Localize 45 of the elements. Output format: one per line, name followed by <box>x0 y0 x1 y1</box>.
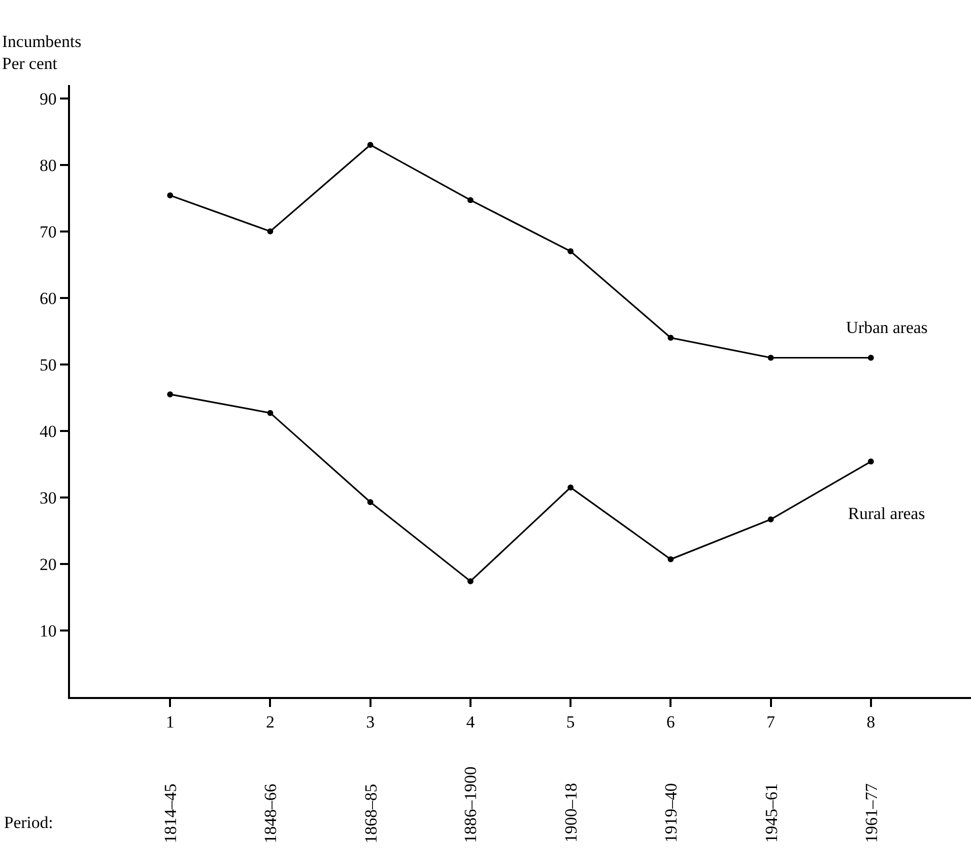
point <box>367 142 374 148</box>
x-tick-label: 7 <box>766 712 776 732</box>
y-tick-label: 30 <box>40 488 57 508</box>
point <box>467 578 474 584</box>
point <box>367 499 374 506</box>
text: 1814–45 <box>161 784 180 844</box>
point <box>768 354 774 361</box>
x-tick-label: 6 <box>666 712 675 732</box>
y-tick-label: 70 <box>40 222 57 242</box>
x-tick-label: 2 <box>266 712 274 732</box>
text: 1886–1900 <box>460 766 480 843</box>
point <box>167 391 174 398</box>
x-tick-label: 3 <box>366 712 375 732</box>
point <box>868 458 874 465</box>
y-tick-label: 90 <box>40 89 57 108</box>
x-tick-label: 5 <box>566 712 575 732</box>
point <box>167 192 174 198</box>
y-tick-label: 20 <box>40 554 57 574</box>
text: 1945–61 <box>762 783 781 843</box>
text: 1961–77 <box>862 782 881 843</box>
point <box>868 354 874 361</box>
point <box>467 197 474 204</box>
y-axis-title: Incumbents Per cent <box>2 32 82 74</box>
point <box>568 248 574 254</box>
point <box>768 516 774 522</box>
point <box>668 556 674 562</box>
y-tick-label: 50 <box>40 355 57 374</box>
point <box>267 228 274 234</box>
text: 1848–66 <box>261 784 280 844</box>
x-tick-label: 8 <box>866 712 876 732</box>
y-tick-label: 60 <box>40 288 57 308</box>
point <box>267 410 274 416</box>
text: Period: <box>4 813 54 832</box>
x-tick-label: 4 <box>466 712 476 732</box>
text: 1900–18 <box>562 783 581 843</box>
text: 1868–85 <box>361 784 380 844</box>
y-tick-label: 10 <box>40 621 57 640</box>
x-tick-label: 1 <box>166 712 174 732</box>
text: 1919–40 <box>662 783 681 843</box>
y-tick-label: 40 <box>40 422 57 441</box>
point <box>668 334 674 341</box>
y-tick-label: 80 <box>40 156 57 175</box>
series-label: Urban areas <box>846 318 928 337</box>
series-label: Rural areas <box>848 504 925 523</box>
point <box>568 484 574 490</box>
